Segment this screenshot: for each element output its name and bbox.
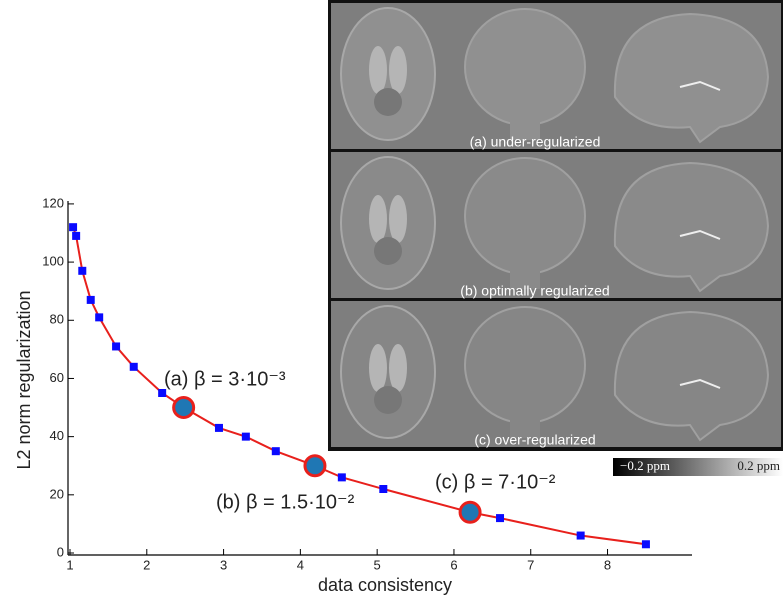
x-tick-label: 6 [450, 557, 457, 572]
point [78, 266, 87, 275]
colorbar-max-label: 0.2 ppm [737, 458, 780, 473]
x-tick-label: 5 [374, 557, 381, 572]
x-tick-label: 8 [604, 557, 611, 572]
point [271, 447, 280, 456]
y-tick-label: 20 [50, 486, 64, 501]
axial-ventricle [389, 344, 407, 392]
panel-label: (b) optimally regularized [460, 283, 609, 299]
colorbar-min-label: −0.2 ppm [620, 458, 670, 473]
axial-slice [340, 156, 436, 290]
point [95, 313, 104, 322]
sagittal-slice [613, 12, 770, 144]
coronal-stem [510, 261, 540, 289]
x-tick-label: 3 [220, 557, 227, 572]
coronal-slice [464, 157, 586, 275]
axial-ventricle [369, 344, 387, 392]
x-tick-label: 7 [527, 557, 534, 572]
y-tick-label: 80 [50, 312, 64, 327]
axial-core [374, 386, 402, 414]
sagittal-detail [679, 229, 721, 240]
highlight-point [172, 396, 196, 420]
axial-ventricle [369, 195, 387, 243]
sagittal-detail [679, 378, 721, 389]
sagittal-detail [679, 80, 721, 91]
point [641, 540, 650, 549]
axial-slice [340, 305, 436, 439]
image-panels: (a) under-regularized (b) optimally regul… [328, 0, 783, 451]
sagittal-slice [613, 161, 770, 293]
y-tick-label: 40 [50, 428, 64, 443]
y-tick-label: 60 [50, 370, 64, 385]
annotation: (a) β = 3·10⁻³ [164, 368, 286, 390]
panel-label: (c) over-regularized [474, 432, 595, 448]
axial-ventricle [389, 46, 407, 94]
axial-slice [340, 7, 436, 141]
point [69, 223, 78, 232]
point [129, 362, 138, 371]
x-tick-label: 4 [297, 557, 304, 572]
point [86, 295, 95, 304]
sagittal-slice [613, 310, 770, 442]
point [241, 432, 250, 441]
annotation: (b) β = 1.5·10⁻² [216, 491, 355, 513]
x-tick-label: 2 [143, 557, 150, 572]
colorbar [613, 458, 783, 476]
point [496, 514, 505, 523]
y-axis-label: L2 norm regularization [14, 290, 34, 469]
coronal-slice [464, 306, 586, 424]
coronal-slice [464, 8, 586, 126]
plot: 0 20 40 60 80 100 120 1 2 3 4 5 6 7 8 (a) β = 3·10⁻³ (b)… [42, 195, 692, 572]
axial-ventricle [389, 195, 407, 243]
x-tick-label: 1 [66, 557, 73, 572]
y-tick-label: 100 [42, 254, 64, 269]
panel-label: (a) under-regularized [470, 134, 601, 150]
point [112, 342, 121, 351]
point [72, 231, 81, 240]
coronal-stem [510, 112, 540, 140]
y-tick-label: 0 [57, 544, 64, 559]
coronal-stem [510, 410, 540, 438]
point [576, 531, 585, 540]
point [214, 423, 223, 432]
axial-core [374, 88, 402, 116]
axial-core [374, 237, 402, 265]
x-axis-label: data consistency [318, 575, 452, 595]
highlight-point [303, 454, 327, 478]
point [158, 389, 167, 397]
point [337, 473, 346, 482]
axial-ventricle [369, 46, 387, 94]
point [379, 485, 388, 493]
highlight-point [458, 500, 482, 524]
y-tick-label: 120 [42, 195, 64, 210]
annotation: (c) β = 7·10⁻² [435, 471, 556, 493]
